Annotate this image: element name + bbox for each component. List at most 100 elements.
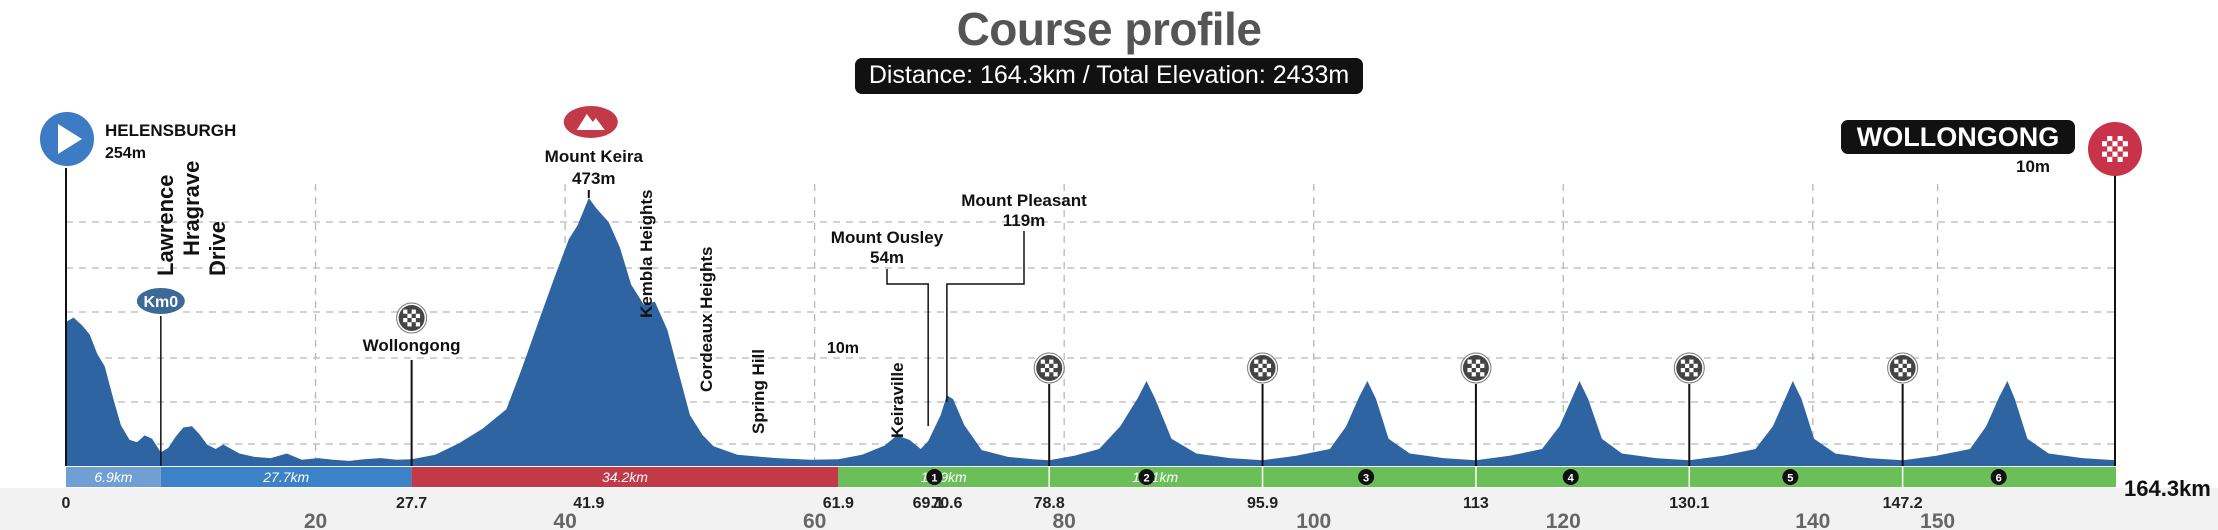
mount-keira-marker: Mount Keira 473m xyxy=(545,106,643,198)
distance-mark: 130.1 xyxy=(1669,495,1709,512)
checkered-cell xyxy=(1266,363,1272,368)
x-tick-label: 100 xyxy=(1296,510,1331,530)
flag-cell xyxy=(2107,141,2113,147)
flag-cell xyxy=(2112,156,2118,162)
checkered-cell xyxy=(1689,359,1694,364)
elevation-area xyxy=(66,198,2116,466)
checkered-cell xyxy=(1044,372,1050,377)
distance-mark: 95.9 xyxy=(1247,495,1278,512)
ousley-leader xyxy=(886,269,929,426)
checkered-cell xyxy=(1902,359,1907,364)
flag-cell xyxy=(2107,136,2113,142)
checkered-cell xyxy=(407,322,412,327)
climb-name: Mount Pleasant xyxy=(961,191,1087,210)
total-distance-label: 164.3km xyxy=(2124,476,2211,501)
lap-number-circle xyxy=(1990,469,2007,485)
checkered-cell xyxy=(1254,359,1259,364)
lap-markers xyxy=(1033,352,1919,466)
checkered-cell xyxy=(1467,359,1472,364)
flag-cell xyxy=(2107,151,2113,157)
lap-number-text: 2 xyxy=(1143,473,1149,485)
checkered-cell xyxy=(1906,363,1912,368)
flag-cell xyxy=(2102,141,2108,147)
flag-cell xyxy=(2117,156,2123,162)
landmark-label: Drive xyxy=(205,221,230,276)
landmark-label: Hragrave xyxy=(179,161,204,256)
x-tick-label: 120 xyxy=(1546,510,1581,530)
x-tick-label: 80 xyxy=(1052,510,1075,530)
checkered-cell xyxy=(403,309,408,314)
flag-cell xyxy=(2112,141,2118,147)
flag-cell xyxy=(2102,156,2108,162)
checkered-cell xyxy=(1471,372,1476,377)
checkered-cell xyxy=(411,309,416,314)
wollongong-marker: Wollongong xyxy=(363,302,461,466)
segment-label: 34.2km xyxy=(602,469,648,485)
distance-mark: 27.7 xyxy=(396,495,427,512)
lap-number-badge: 6 xyxy=(1990,469,2007,485)
segment-rect xyxy=(160,467,412,487)
segment-label: 6.9km xyxy=(94,469,132,485)
checkered-cell xyxy=(1049,368,1054,373)
checkered-flag-icon xyxy=(1887,352,1919,384)
flag-cell xyxy=(2102,146,2108,152)
flag-cell xyxy=(2122,151,2128,157)
checkered-cell xyxy=(1475,359,1481,364)
lap-number-circle xyxy=(926,469,943,485)
checkered-flag-icon xyxy=(1033,352,1065,384)
lap-number-text: 6 xyxy=(1996,473,2002,485)
distance-mark: 113 xyxy=(1463,495,1489,512)
flag-cell xyxy=(2117,146,2123,152)
flag-cell xyxy=(2102,151,2108,157)
lap-number-text: 5 xyxy=(1787,473,1793,485)
segment-label: 27.7km xyxy=(262,469,309,485)
distance-mark: 41.9 xyxy=(573,495,604,512)
landmark-label: Keiraville xyxy=(888,362,907,438)
chart-title: Course profile xyxy=(956,3,1262,55)
flag-cell xyxy=(2112,146,2118,152)
climb-elevation: 119m xyxy=(1003,211,1046,230)
checkered-cell xyxy=(1049,359,1054,364)
mountain-icon xyxy=(576,114,605,130)
climb-elevation: 54m xyxy=(870,248,904,267)
lawrence-hargrave-label: Lawrence Hragrave Drive xyxy=(153,161,230,276)
x-tick-label: 150 xyxy=(1920,510,1955,530)
x-tick-label: 40 xyxy=(553,510,576,530)
landmark-label: Cordeaux Heights xyxy=(697,247,716,392)
checkered-cell xyxy=(1266,372,1272,377)
lap-number-circle xyxy=(1138,469,1155,485)
landmark-labels: Kembla Heights Cordeaux Heights Spring Hil… xyxy=(637,190,907,438)
flag-cell xyxy=(2107,146,2113,152)
play-icon xyxy=(58,124,82,154)
flag-cell xyxy=(2122,146,2128,152)
lap-number-text: 3 xyxy=(1363,473,1369,485)
finish-name-box xyxy=(1841,120,2075,154)
checkered-cell xyxy=(1898,363,1903,368)
checkered-cell xyxy=(1475,368,1481,373)
subtitle-wrap: Distance: 164.3km / Total Elevation: 243… xyxy=(0,58,2218,94)
checkered-flag-icon xyxy=(1247,352,1279,384)
landmark-label: Spring Hill xyxy=(749,349,768,434)
finish-elevation: 10m xyxy=(2016,157,2050,176)
checkered-cell xyxy=(1689,368,1694,373)
km0-label: Km0 xyxy=(143,294,178,311)
lap-number-circle xyxy=(1358,469,1375,485)
checkered-cell xyxy=(415,322,421,327)
checkered-cell xyxy=(1680,368,1686,373)
lap-number-text: 1 xyxy=(931,473,937,485)
lap-number-circle xyxy=(1562,469,1579,485)
distance-mark: 147.2 xyxy=(1883,495,1923,512)
km0-badge xyxy=(134,286,187,316)
climb-elevation: 473m xyxy=(572,169,615,188)
distance-mark: 61.9 xyxy=(823,495,854,512)
distance-mark: 70.6 xyxy=(931,495,962,512)
lap-number-badge: 4 xyxy=(1562,469,1579,485)
flag-cell xyxy=(2122,136,2128,142)
finish-name: WOLLONGONG xyxy=(1857,122,2059,152)
flag-cell xyxy=(2112,151,2118,157)
segment-rect xyxy=(1049,467,2116,487)
checkered-cell xyxy=(1898,372,1903,377)
